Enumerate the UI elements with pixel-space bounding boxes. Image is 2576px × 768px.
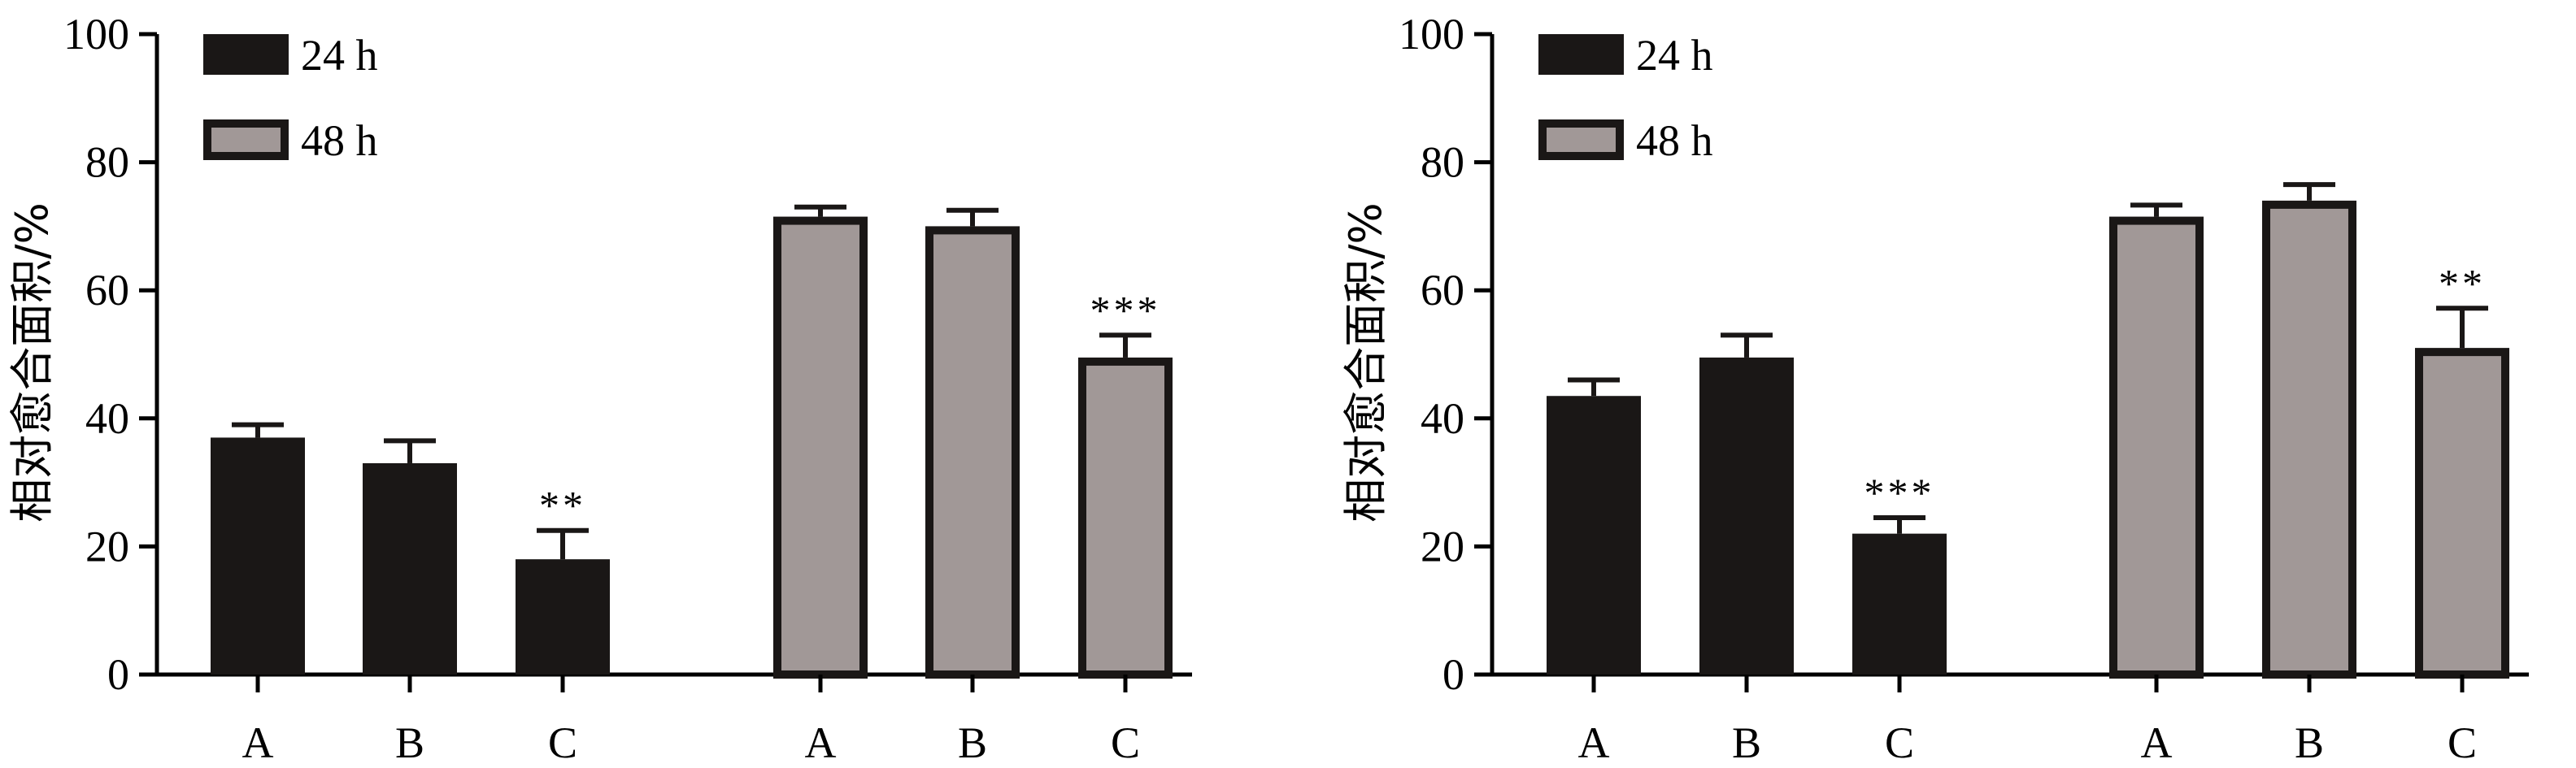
x-tick-label: A (805, 718, 837, 767)
x-tick-label: C (1111, 718, 1140, 767)
y-tick-label: 100 (63, 10, 129, 59)
y-tick-label: 60 (1421, 266, 1464, 315)
x-tick-label: B (2295, 718, 2324, 767)
bar (211, 437, 305, 675)
legend-label: 24 h (1636, 31, 1713, 80)
y-tick-label: 0 (1442, 650, 1464, 699)
bar (1699, 357, 1794, 675)
y-tick-label: 20 (85, 522, 129, 571)
legend-label: 48 h (1636, 116, 1713, 165)
x-tick-label: A (242, 718, 274, 767)
bar (773, 216, 868, 679)
x-tick-label: C (1885, 718, 1914, 767)
legend-label: 24 h (301, 31, 378, 80)
legend-swatch (203, 119, 289, 160)
y-tick-label: 100 (1399, 10, 1464, 59)
legend-label: 48 h (301, 116, 378, 165)
x-tick-label: B (958, 718, 987, 767)
y-tick-label: 40 (1421, 394, 1464, 443)
chart-panel-2: 0 20 40 60 80 100 相对愈合面积/% A B *** C A B ** C 24 h 48 h (1340, 10, 2529, 767)
y-tick-label: 0 (107, 650, 129, 699)
significance-label: *** (1090, 287, 1161, 332)
x-tick-label: C (2448, 718, 2477, 767)
significance-label: *** (1865, 470, 1935, 515)
x-tick-label: A (1578, 718, 1610, 767)
x-tick-label: B (1732, 718, 1761, 767)
y-tick-label: 40 (85, 394, 129, 443)
bar (1078, 357, 1173, 679)
y-tick-label: 20 (1421, 522, 1464, 571)
bar (2109, 216, 2204, 679)
legend-swatch (203, 34, 289, 75)
y-tick-label: 80 (1421, 138, 1464, 187)
bar (2262, 200, 2356, 679)
y-tick-label: 60 (85, 266, 129, 315)
bar (516, 559, 610, 675)
legend-swatch (1538, 34, 1624, 75)
x-tick-label: A (2141, 718, 2173, 767)
chart-panel-1: 0 20 40 60 80 100 相对愈合面积/% A B ** C A B *** C 24 h 48 h (7, 10, 1192, 767)
bar (1547, 396, 1641, 675)
x-tick-label: B (395, 718, 424, 767)
bar (925, 226, 1020, 679)
y-axis-label: 相对愈合面积/% (1340, 202, 1391, 523)
bar (1852, 533, 1947, 675)
bar (363, 462, 457, 675)
x-tick-label: C (548, 718, 577, 767)
bar (2415, 348, 2509, 679)
y-tick-label: 80 (85, 138, 129, 187)
significance-label: ** (539, 483, 586, 528)
legend-swatch (1538, 119, 1624, 160)
significance-label: ** (2439, 260, 2486, 306)
y-axis-label: 相对愈合面积/% (7, 202, 58, 523)
